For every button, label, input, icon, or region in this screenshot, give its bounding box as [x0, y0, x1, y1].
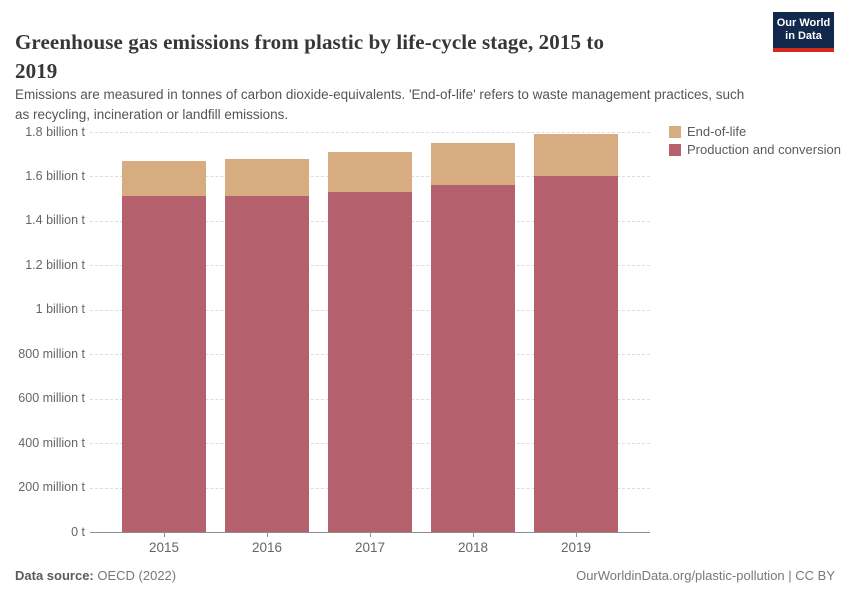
x-axis-label: 2015 [148, 540, 180, 555]
legend: End-of-life Production and conversion [669, 125, 841, 157]
logo-text-line-1: Our World [776, 17, 831, 29]
y-axis-tick-label: 200 million t [18, 480, 85, 495]
legend-item-end-of-life[interactable]: End-of-life [669, 125, 841, 139]
legend-label-end-of-life: End-of-life [687, 124, 747, 139]
owid-logo[interactable]: Our World in Data [773, 12, 834, 52]
data-source-label: Data source: [15, 568, 94, 583]
legend-swatch-production-and-conversion [669, 144, 681, 156]
data-source-value: OECD (2022) [93, 568, 177, 583]
y-axis-tick-label: 1.4 billion t [25, 213, 85, 228]
chart-subtitle: Emissions are measured in tonnes of carb… [15, 85, 830, 125]
footer-separator: | [784, 568, 796, 583]
legend-item-production-and-conversion[interactable]: Production and conversion [669, 143, 841, 157]
x-axis-tick [473, 533, 474, 537]
subtitle-line-2: as recycling, incineration or landfill e… [15, 106, 289, 122]
y-axis-tick-label: 800 million t [18, 346, 85, 361]
y-axis-tick-label: 0 t [71, 524, 85, 539]
bar-2017-end-of-life[interactable] [328, 152, 412, 192]
footer-right: OurWorldinData.org/plastic-pollution | C… [576, 568, 835, 583]
logo-red-stripe [773, 48, 834, 52]
footer: Data source: OECD (2022) OurWorldinData.… [15, 568, 835, 583]
x-axis-tick [576, 533, 577, 537]
footer-license: CC BY [795, 568, 835, 583]
bar-2016-production-and-conversion[interactable] [225, 196, 309, 532]
footer-url-link[interactable]: OurWorldinData.org/plastic-pollution [576, 568, 785, 583]
y-axis-tick-label: 1.8 billion t [25, 124, 85, 139]
gridline [90, 132, 650, 133]
bar-2016-end-of-life[interactable] [225, 158, 309, 197]
x-axis-label: 2018 [457, 540, 489, 555]
x-axis-tick [370, 533, 371, 537]
data-source: Data source: OECD (2022) [15, 568, 176, 583]
subtitle-line-1: Emissions are measured in tonnes of carb… [15, 86, 745, 102]
y-axis-tick-label: 1 billion t [35, 302, 85, 317]
bar-2018-production-and-conversion[interactable] [431, 185, 515, 532]
bar-2019-production-and-conversion[interactable] [534, 176, 618, 532]
bar-2015-end-of-life[interactable] [122, 160, 206, 197]
y-axis-tick-label: 600 million t [18, 391, 85, 406]
bar-2015-production-and-conversion[interactable] [122, 196, 206, 532]
x-axis-label: 2019 [560, 540, 592, 555]
bar-2017-production-and-conversion[interactable] [328, 192, 412, 532]
x-axis-label: 2017 [354, 540, 386, 555]
legend-swatch-end-of-life [669, 126, 681, 138]
legend-label-production-and-conversion: Production and conversion [687, 142, 841, 157]
x-axis-tick [164, 533, 165, 537]
page-title: Greenhouse gas emissions from plastic by… [15, 28, 755, 86]
x-axis-tick [267, 533, 268, 537]
y-axis-tick-label: 1.2 billion t [25, 257, 85, 272]
bar-2018-end-of-life[interactable] [431, 143, 515, 186]
x-axis-line [90, 532, 650, 533]
bar-2019-end-of-life[interactable] [534, 134, 618, 177]
logo-text-line-2: in Data [785, 30, 822, 42]
title-line-1: Greenhouse gas emissions from plastic by… [15, 30, 605, 55]
title-line-2: 2019 [15, 59, 58, 84]
y-axis-tick-label: 400 million t [18, 435, 85, 450]
y-axis-tick-label: 1.6 billion t [25, 168, 85, 183]
x-axis-label: 2016 [251, 540, 283, 555]
